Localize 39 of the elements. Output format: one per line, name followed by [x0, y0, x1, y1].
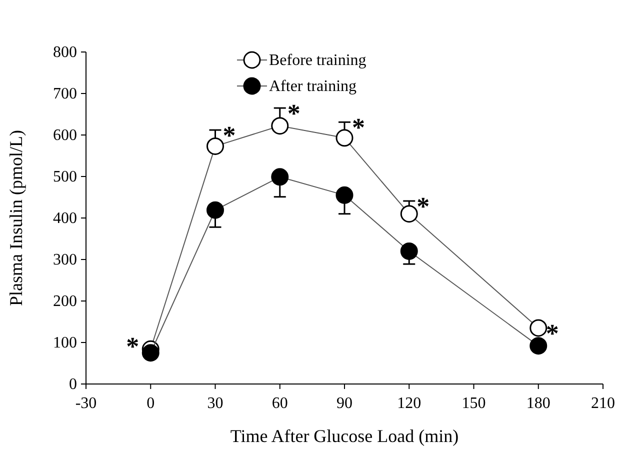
y-tick-label: 0	[69, 376, 77, 393]
annotation: *	[352, 113, 365, 142]
y-axis-title: Plasma Insulin (pmol/L)	[6, 130, 26, 306]
point	[142, 344, 160, 362]
y-tick-label: 600	[53, 127, 77, 144]
y-tick-label: 200	[53, 293, 77, 310]
y-tick-label: 700	[53, 86, 77, 102]
legend-label: Before training	[269, 52, 366, 69]
y-tick-label: 400	[53, 210, 77, 227]
x-tick-label: 90	[336, 395, 352, 412]
x-tick-label: 60	[272, 395, 288, 412]
x-axis-title: Time After Glucose Load (min)	[230, 426, 459, 446]
x-tick-label: 210	[591, 395, 615, 412]
y-tick-label: 500	[53, 168, 77, 186]
point	[530, 319, 548, 337]
y-tick-label: 300	[53, 252, 77, 268]
x-tick-label: 30	[207, 395, 224, 412]
point	[400, 242, 418, 260]
x-tick-label: 180	[526, 395, 550, 412]
point	[336, 186, 354, 204]
x-tick-label: 0	[146, 395, 155, 412]
y-tick-label: 100	[53, 334, 77, 352]
annotation: *	[416, 192, 430, 221]
point	[206, 201, 224, 219]
y-tick-label: 800	[53, 44, 77, 61]
point	[206, 137, 224, 155]
annotation: *	[287, 99, 300, 128]
legend-label: After training	[269, 78, 357, 95]
point	[271, 117, 289, 135]
x-tick-label: 120	[397, 395, 422, 412]
x-tick-label: 150	[462, 395, 486, 412]
annotation: *	[126, 332, 140, 362]
point	[400, 205, 418, 223]
point	[336, 129, 354, 147]
point	[530, 337, 548, 355]
x-tick-label: -30	[75, 395, 97, 412]
point	[271, 168, 289, 186]
annotation: *	[546, 318, 559, 348]
annotation: *	[222, 121, 236, 150]
